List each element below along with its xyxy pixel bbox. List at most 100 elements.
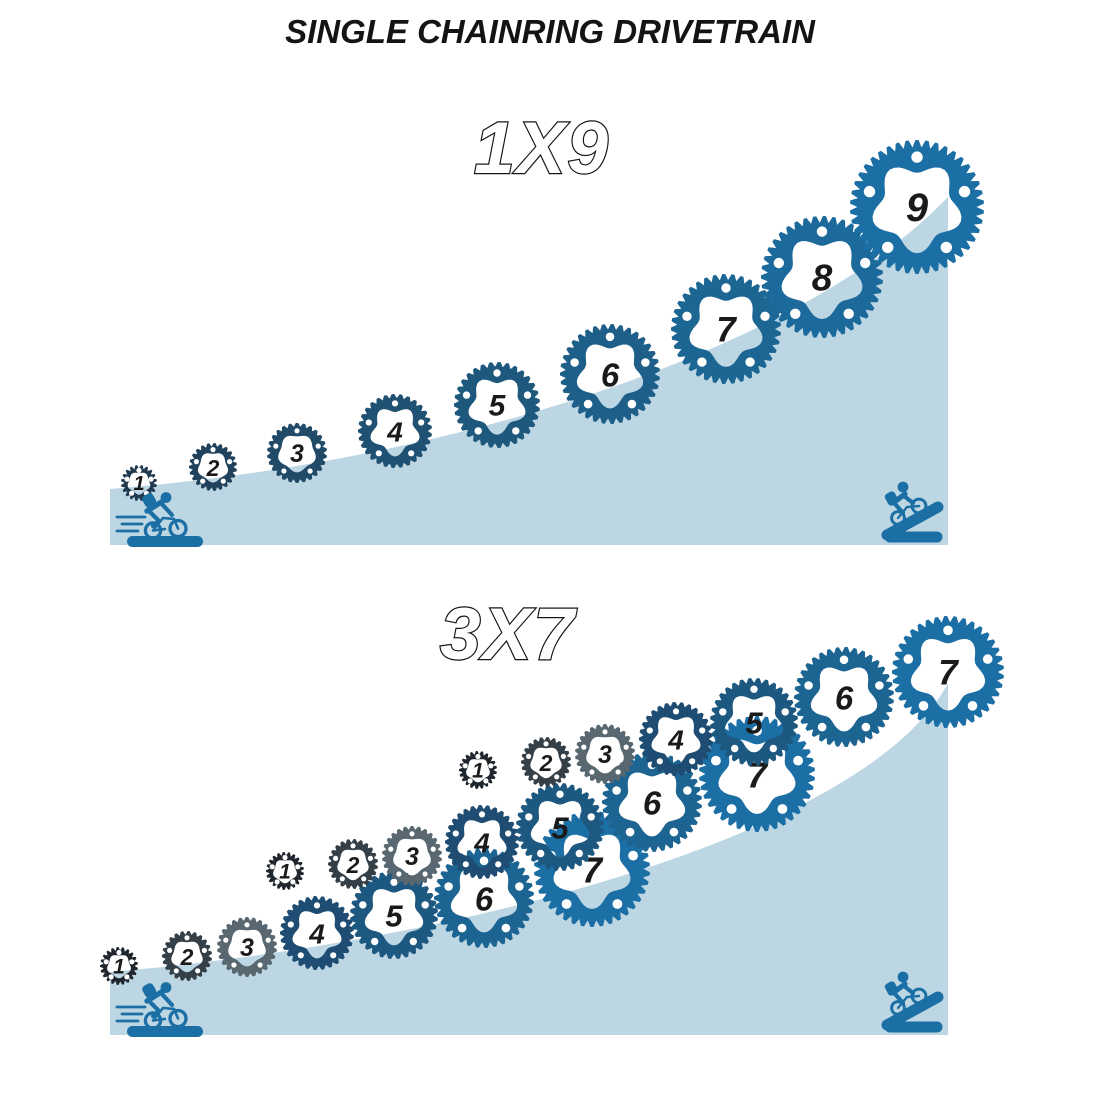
chainring-shape xyxy=(162,931,212,981)
gear-3x7-row1-3: 3 xyxy=(217,917,277,977)
bolt-hole xyxy=(641,358,650,367)
bolt-hole xyxy=(697,357,707,367)
gear-number: 1 xyxy=(113,956,125,979)
bolt-hole xyxy=(646,727,653,734)
panel-label-3x7: 3X7 xyxy=(440,594,577,675)
chainring-shape xyxy=(382,826,442,886)
rider-arm xyxy=(158,500,175,518)
bolt-hole xyxy=(339,876,345,882)
bolt-hole xyxy=(561,899,572,909)
bolt-hole xyxy=(375,450,382,457)
gear-3x7-row2-1: 1 xyxy=(266,852,304,890)
hill-slope-3x7 xyxy=(110,683,948,1035)
bolt-hole xyxy=(474,427,482,435)
bolt-hole xyxy=(220,478,226,484)
bolt-hole xyxy=(265,937,271,943)
bolt-hole xyxy=(537,849,545,858)
gear-number: 2 xyxy=(180,944,194,970)
bolt-hole xyxy=(330,952,337,959)
gear-3x7-row3-4: 4 xyxy=(639,702,713,776)
gear-number: 6 xyxy=(835,680,854,717)
bolt-hole xyxy=(793,755,803,766)
bolt-hole xyxy=(167,947,173,954)
bolt-hole xyxy=(371,937,379,946)
bolt-hole xyxy=(501,923,511,933)
chainring-shape xyxy=(850,140,984,274)
bolt-hole xyxy=(231,962,237,968)
flat-speed-rider-icon xyxy=(115,982,203,1037)
bolt-hole xyxy=(294,428,300,434)
bolt-hole xyxy=(495,861,502,868)
bolt-hole xyxy=(201,947,207,954)
chainring-shape xyxy=(454,362,540,448)
bolt-hole xyxy=(315,443,321,449)
uphill-rider-icon xyxy=(881,481,944,543)
chainring-shape xyxy=(521,737,571,787)
bolt-hole xyxy=(839,655,849,665)
bolt-hole xyxy=(543,741,549,747)
bike-frame xyxy=(896,994,921,1010)
bolt-hole xyxy=(918,701,929,711)
gear-number: 5 xyxy=(551,811,569,846)
gear-3x7-row1-1: 1 xyxy=(100,947,138,985)
bolt-hole xyxy=(726,804,737,814)
bolt-hole xyxy=(875,681,884,690)
bolt-hole xyxy=(227,459,233,465)
gear-number: 4 xyxy=(667,725,684,756)
bolt-hole xyxy=(350,843,356,849)
bolt-hole xyxy=(554,774,560,780)
bolt-hole xyxy=(421,901,429,909)
gear-3x7-row1-5: 5 xyxy=(350,871,438,959)
bolt-hole xyxy=(669,827,679,837)
bolt-hole xyxy=(781,708,789,716)
bolt-hole xyxy=(628,850,638,861)
ramp-incline xyxy=(881,991,944,1031)
gear-1x9-4: 4 xyxy=(358,394,432,468)
bolt-hole xyxy=(462,763,468,769)
bolt-hole xyxy=(173,968,179,974)
bolt-hole xyxy=(333,855,339,862)
gear-1x9-2: 2 xyxy=(189,443,237,491)
gear-3x7-row1-4: 4 xyxy=(280,896,354,970)
bolt-hole xyxy=(817,722,827,732)
bolt-hole xyxy=(193,459,199,465)
chainring-shape xyxy=(761,216,883,338)
bolt-hole xyxy=(777,804,788,814)
gear-number: 4 xyxy=(308,919,325,950)
rider-head xyxy=(897,971,909,983)
bolt-hole xyxy=(525,813,533,821)
bolt-hole xyxy=(184,935,190,941)
chainring-shape xyxy=(445,805,519,879)
chainring-shape xyxy=(217,917,277,977)
bolt-hole xyxy=(359,901,367,909)
bolt-hole xyxy=(699,727,706,734)
bolt-hole xyxy=(581,744,587,750)
bolt-hole xyxy=(623,744,629,750)
rear-wheel xyxy=(890,1000,906,1016)
bolt-hole xyxy=(719,708,727,716)
gear-group-1x9: 1 2 3 4 5 6 7 8 9 xyxy=(121,140,984,501)
gear-number: 4 xyxy=(473,828,490,859)
bolt-hole xyxy=(136,467,142,473)
gear-number: 3 xyxy=(240,934,254,962)
bolt-hole xyxy=(467,778,473,784)
bolt-hole xyxy=(195,968,201,974)
bolt-hole xyxy=(103,959,109,965)
bolt-hole xyxy=(290,879,296,885)
bolt-hole xyxy=(769,744,777,753)
chainring-shape xyxy=(794,647,894,747)
gear-3x7-row3-3: 3 xyxy=(575,724,635,784)
gear-number: 5 xyxy=(385,899,403,934)
bolt-hole xyxy=(488,763,494,769)
gear-3x7-row3-7: 7 xyxy=(892,616,1004,728)
chainring-shape xyxy=(602,752,702,852)
front-wheel xyxy=(168,1008,188,1029)
gear-3x7-row3-1: 1 xyxy=(459,751,497,789)
bolt-hole xyxy=(750,685,758,693)
gear-number: 3 xyxy=(290,440,304,468)
bolt-hole xyxy=(790,308,801,319)
bolt-hole xyxy=(683,786,692,795)
gear-3x7-row2-3: 3 xyxy=(382,826,442,886)
gear-number: 4 xyxy=(386,417,403,448)
